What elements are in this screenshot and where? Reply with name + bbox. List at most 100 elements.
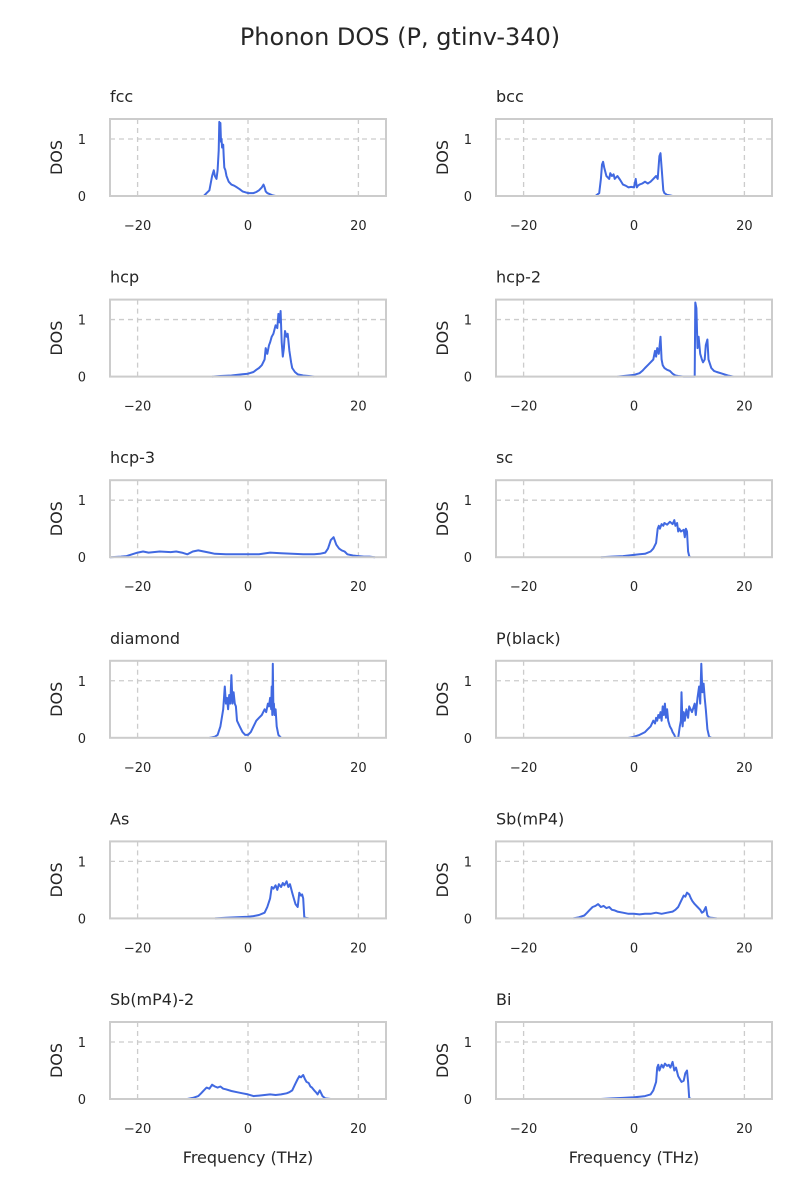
plot-frame	[495, 479, 773, 559]
x-tick-label: 20	[736, 941, 753, 956]
subplot-title: sc	[496, 448, 513, 467]
y-axis-label: DOS	[47, 501, 66, 536]
plot-frame	[495, 1021, 773, 1100]
subplot-12: Bi −20 0 20 0 1 DOS Frequency (THz)	[433, 990, 773, 1167]
y-tick-label: 0	[464, 1093, 472, 1108]
plot-frame	[495, 298, 773, 378]
y-tick-label: 1	[78, 855, 86, 870]
y-tick-label: 1	[464, 1036, 472, 1051]
dos-series-line	[600, 519, 692, 559]
subplot-title: Bi	[496, 990, 511, 1009]
x-tick-label: −20	[510, 761, 537, 776]
subplot-4: hcp-2 −20 0 20 0 1 DOS	[433, 268, 773, 415]
dos-series-line	[187, 1074, 331, 1100]
x-tick-label: 20	[350, 761, 367, 776]
x-tick-label: 0	[630, 941, 638, 956]
x-tick-label: −20	[124, 580, 151, 595]
y-axis-label: DOS	[47, 1043, 66, 1078]
y-axis-label: DOS	[433, 1043, 452, 1078]
y-tick-label: 1	[464, 314, 472, 329]
y-axis-label: DOS	[47, 862, 66, 897]
y-tick-label: 1	[464, 675, 472, 690]
plot-frame	[109, 118, 387, 197]
y-tick-label: 1	[78, 314, 86, 329]
plot-frame	[495, 659, 773, 739]
y-tick-label: 1	[78, 1036, 86, 1051]
x-tick-label: 20	[736, 400, 753, 415]
x-tick-label: 20	[350, 219, 367, 234]
x-tick-label: 0	[630, 761, 638, 776]
subplot-title: fcc	[110, 87, 133, 106]
dos-series-line	[628, 662, 712, 739]
x-tick-label: −20	[124, 761, 151, 776]
dos-series-line	[203, 120, 276, 197]
x-tick-label: −20	[510, 400, 537, 415]
y-axis-label: DOS	[433, 862, 452, 897]
x-tick-label: 0	[630, 580, 638, 595]
figure-title: Phonon DOS (P, gtinv-340)	[240, 23, 560, 51]
y-axis-label: DOS	[433, 501, 452, 536]
x-tick-label: −20	[124, 1122, 151, 1137]
x-tick-label: 0	[244, 580, 252, 595]
subplot-6: sc −20 0 20 0 1 DOS	[433, 448, 773, 595]
subplot-3: hcp −20 0 20 0 1 DOS	[47, 268, 387, 415]
y-tick-label: 0	[78, 732, 86, 747]
x-tick-label: 20	[350, 1122, 367, 1137]
subplot-title: P(black)	[496, 629, 561, 648]
dos-series-line	[214, 880, 309, 920]
dos-series-line	[617, 301, 734, 378]
x-tick-label: −20	[510, 941, 537, 956]
subplot-title: diamond	[110, 629, 180, 648]
dos-series-line	[209, 662, 282, 739]
subplot-5: hcp-3 −20 0 20 0 1 DOS	[47, 448, 387, 595]
x-tick-label: −20	[510, 1122, 537, 1137]
y-tick-label: 0	[78, 912, 86, 927]
y-tick-label: 1	[78, 494, 86, 509]
x-tick-label: 20	[736, 761, 753, 776]
subplot-11: Sb(mP4)-2 −20 0 20 0 1 DOS Frequency (THz)	[47, 990, 387, 1167]
dos-series-line	[594, 152, 673, 197]
y-axis-label: DOS	[433, 140, 452, 175]
plot-frame	[495, 840, 773, 920]
subplot-title: bcc	[496, 87, 524, 106]
x-tick-label: 0	[630, 219, 638, 234]
x-tick-label: 0	[244, 400, 252, 415]
y-axis-label: DOS	[47, 140, 66, 175]
subplot-title: As	[110, 809, 129, 828]
y-tick-label: 0	[464, 551, 472, 566]
plot-frame	[109, 840, 387, 920]
x-tick-label: 20	[350, 941, 367, 956]
subplot-title: hcp	[110, 268, 139, 287]
y-tick-label: 1	[78, 675, 86, 690]
y-tick-label: 1	[464, 855, 472, 870]
y-tick-label: 0	[78, 1093, 86, 1108]
x-tick-label: 20	[350, 580, 367, 595]
dos-series-line	[212, 310, 315, 378]
y-tick-label: 0	[464, 190, 472, 205]
subplot-title: hcp-2	[496, 268, 541, 287]
plot-frame	[109, 1021, 387, 1100]
subplot-9: As −20 0 20 0 1 DOS	[47, 809, 387, 956]
plot-frame	[109, 659, 387, 739]
y-tick-label: 1	[78, 133, 86, 148]
subplot-title: Sb(mP4)	[496, 809, 564, 828]
subplot-1: fcc −20 0 20 0 1 DOS	[47, 87, 387, 234]
x-axis-label: Frequency (THz)	[569, 1148, 699, 1167]
subplot-title: Sb(mP4)-2	[110, 990, 194, 1009]
subplot-10: Sb(mP4) −20 0 20 0 1 DOS	[433, 809, 773, 956]
y-tick-label: 0	[464, 912, 472, 927]
dos-series-line	[600, 1060, 692, 1100]
x-tick-label: −20	[510, 219, 537, 234]
y-axis-label: DOS	[47, 321, 66, 356]
y-axis-label: DOS	[433, 682, 452, 717]
x-tick-label: 20	[736, 580, 753, 595]
plot-frame	[495, 118, 773, 197]
plot-frame	[109, 479, 387, 559]
dos-series-line	[109, 536, 376, 559]
y-tick-label: 1	[464, 494, 472, 509]
y-tick-label: 0	[464, 732, 472, 747]
y-tick-label: 1	[464, 133, 472, 148]
x-tick-label: −20	[124, 941, 151, 956]
